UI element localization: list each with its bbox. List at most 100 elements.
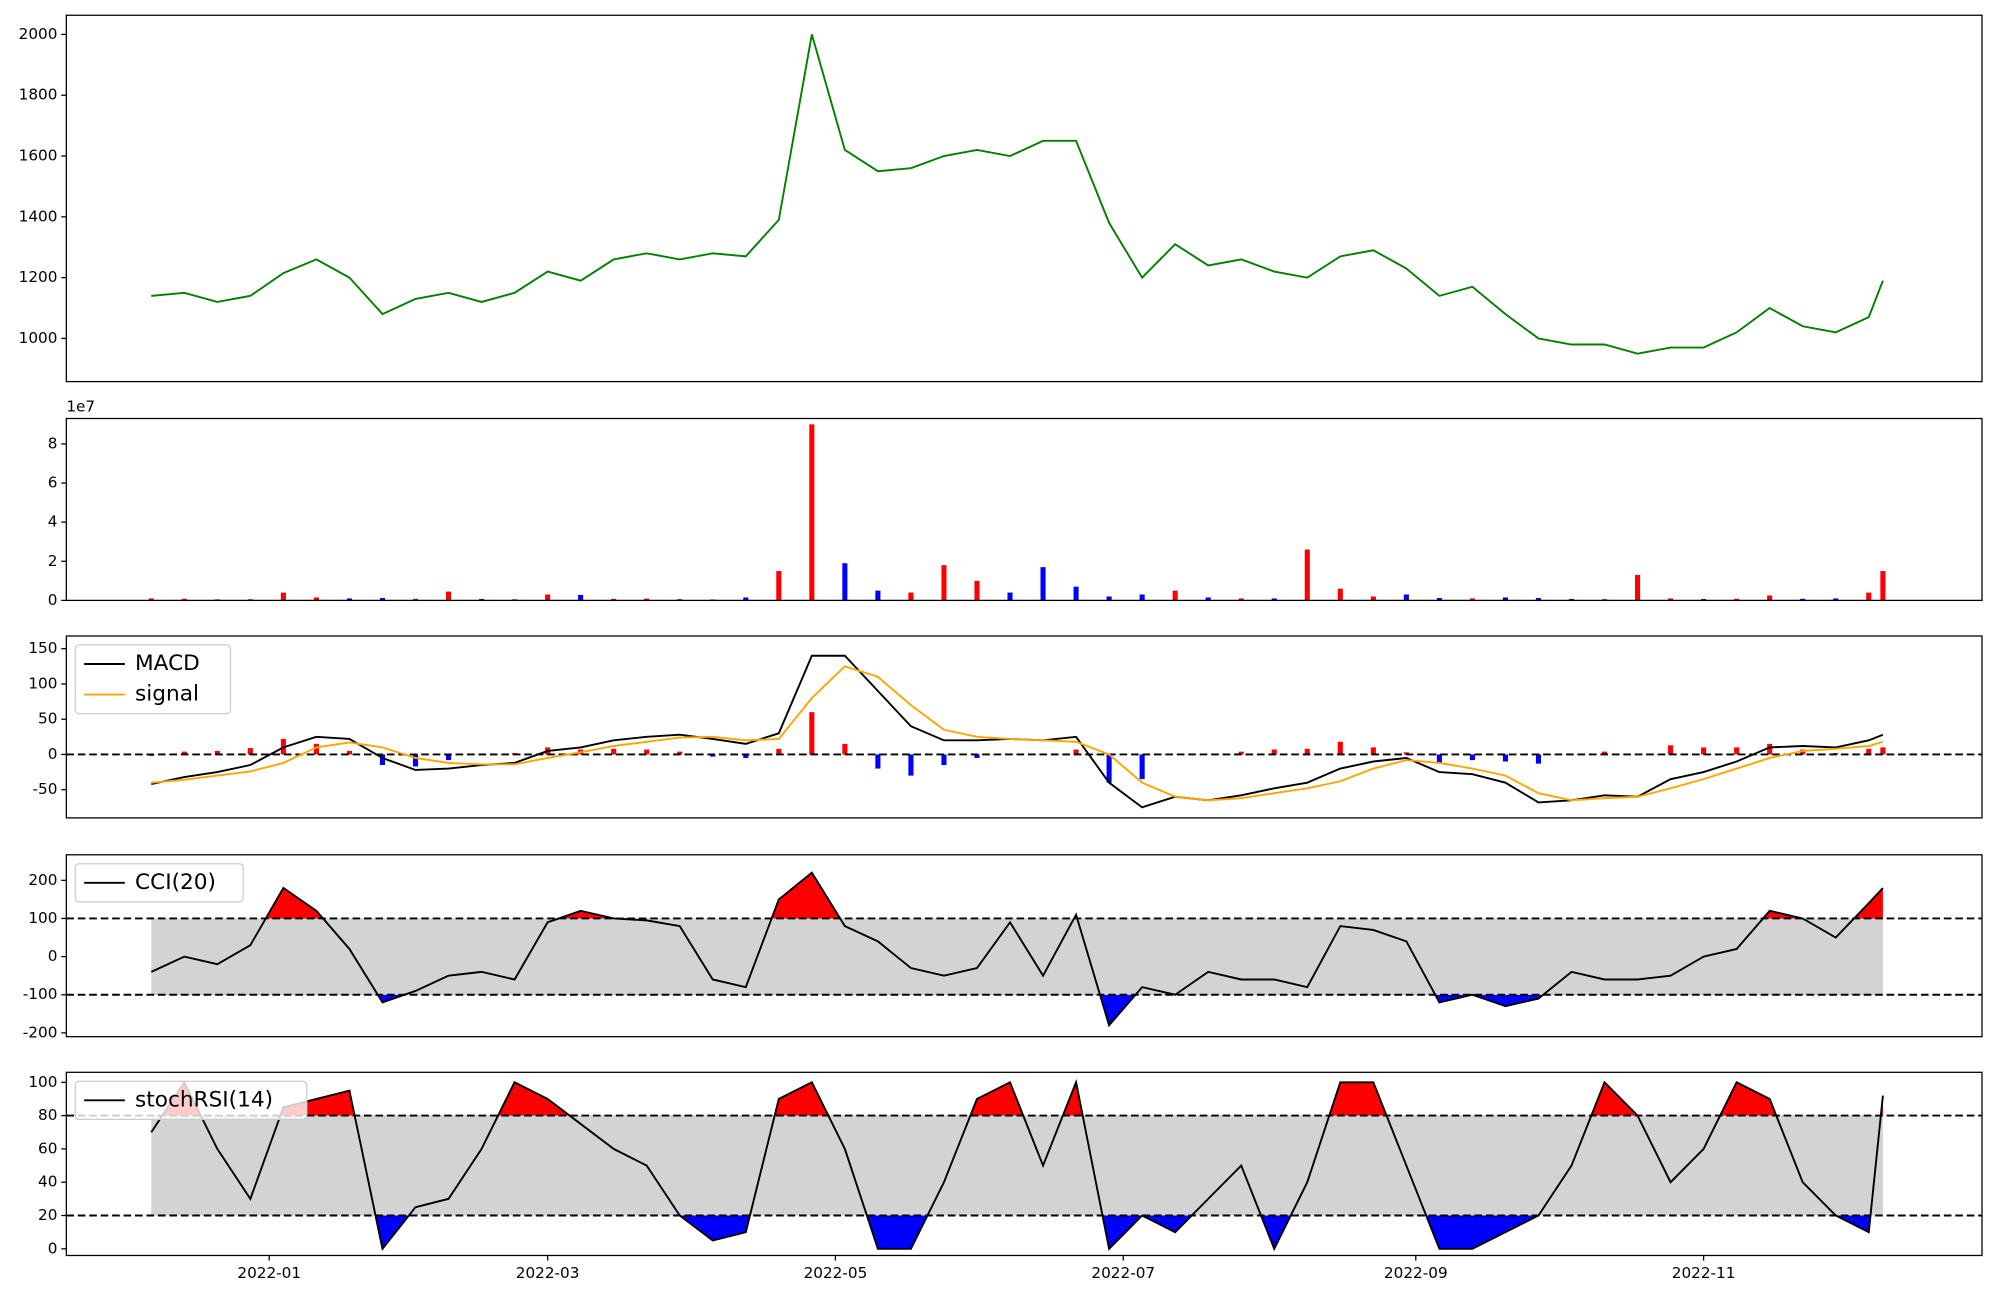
bar — [545, 594, 551, 601]
histogram-bar — [611, 748, 617, 755]
bar — [1734, 598, 1740, 601]
bar — [412, 598, 419, 601]
y-tick-label: 1400 — [19, 207, 58, 225]
legend-label: MACD — [135, 651, 200, 676]
histogram-bar — [1436, 754, 1442, 764]
histogram-bar — [1337, 741, 1343, 755]
histogram-bar — [1880, 747, 1886, 755]
histogram-bar — [1469, 754, 1475, 761]
bar — [578, 594, 584, 601]
histogram-bar — [1701, 747, 1707, 755]
y-tick-label: 0 — [48, 591, 58, 609]
bar — [1073, 586, 1079, 601]
histogram-bar — [974, 754, 980, 758]
x-tick-label: 2022-05 — [804, 1264, 868, 1282]
bar — [1337, 588, 1343, 601]
threshold-band — [151, 1115, 1883, 1216]
bar — [148, 598, 154, 601]
plot-frame — [65, 635, 1983, 819]
legend-label: CCI(20) — [135, 870, 216, 895]
bar — [1403, 594, 1409, 601]
bar — [1436, 598, 1442, 601]
x-tick-label: 2022-03 — [516, 1264, 580, 1282]
y-tick-label: 0 — [48, 947, 58, 965]
y-tick-label: 80 — [38, 1106, 57, 1124]
y-tick-label: 100 — [28, 674, 57, 692]
bar — [908, 592, 914, 601]
histogram-bar — [776, 748, 782, 755]
histogram-bar — [743, 754, 749, 758]
bar — [1767, 595, 1773, 601]
line — [150, 871, 1884, 1028]
plot-frame — [65, 14, 1983, 383]
legend-label: signal — [135, 682, 199, 707]
y-tick-label: 100 — [28, 1073, 57, 1091]
bar — [974, 580, 980, 601]
histogram-bar — [379, 754, 386, 766]
panel: 1000 1200 1400 1600 1800 2000 — [19, 14, 1983, 383]
bar — [743, 597, 749, 601]
bar — [644, 598, 650, 601]
bar — [313, 597, 319, 601]
bar — [280, 592, 286, 601]
histogram-bar — [412, 754, 419, 767]
y-tick-label: 6 — [48, 474, 58, 492]
bar — [842, 563, 848, 601]
x-tick-label: 2022-09 — [1384, 1264, 1448, 1282]
histogram-bar — [247, 748, 253, 755]
bar — [1535, 598, 1542, 601]
histogram-bar — [1073, 749, 1079, 755]
histogram-bar — [1271, 749, 1277, 755]
histogram-bar — [941, 754, 947, 766]
legend-label: stochRSI(14) — [135, 1087, 273, 1112]
histogram-bar — [445, 754, 452, 761]
y-tick-label: 40 — [38, 1173, 57, 1191]
x-tick-label: 2022-01 — [237, 1264, 301, 1282]
y-tick-label: 200 — [28, 871, 57, 889]
legend-box — [74, 863, 244, 903]
bar — [1800, 598, 1806, 601]
bar — [1370, 596, 1376, 601]
y-tick-label: 2 — [48, 552, 58, 570]
y-tick-label: 4 — [48, 513, 58, 531]
histogram-bar — [346, 750, 352, 755]
legend-box — [74, 644, 232, 715]
histogram-bar — [1734, 747, 1740, 755]
bar — [479, 599, 485, 601]
panel: CCI(20) -200 -100 0 100 200 — [23, 854, 1983, 1041]
bar — [809, 424, 815, 601]
axis-offset-label: 1e7 — [66, 398, 95, 416]
histogram-bar — [1304, 748, 1310, 755]
bar — [379, 598, 386, 601]
histogram-bar — [313, 743, 319, 755]
bar — [445, 591, 452, 601]
bar — [1701, 599, 1707, 601]
histogram-bar — [1800, 749, 1806, 755]
bar — [1880, 571, 1886, 601]
bar — [1139, 594, 1145, 601]
y-tick-label: -100 — [23, 985, 58, 1003]
bar — [1469, 598, 1475, 601]
plot-frame — [65, 1071, 1983, 1257]
y-tick-label: 1800 — [19, 86, 58, 104]
y-tick-label: 20 — [38, 1206, 57, 1224]
y-tick-label: 1200 — [19, 268, 58, 286]
bar — [1106, 596, 1112, 601]
histogram-bar — [644, 749, 650, 755]
histogram-bar — [809, 712, 815, 755]
overbought-fill — [151, 1082, 1883, 1116]
y-tick-label: 0 — [48, 745, 58, 763]
bar — [346, 598, 352, 601]
y-tick-label: 2000 — [19, 25, 58, 43]
bar — [776, 571, 782, 601]
bar — [1271, 598, 1277, 601]
threshold-band — [151, 918, 1883, 995]
bar — [875, 590, 881, 601]
bar — [1205, 597, 1211, 601]
bar — [941, 565, 947, 601]
histogram-bar — [1767, 743, 1773, 755]
histogram-bar — [1535, 754, 1542, 764]
y-tick-label: 50 — [38, 710, 57, 728]
